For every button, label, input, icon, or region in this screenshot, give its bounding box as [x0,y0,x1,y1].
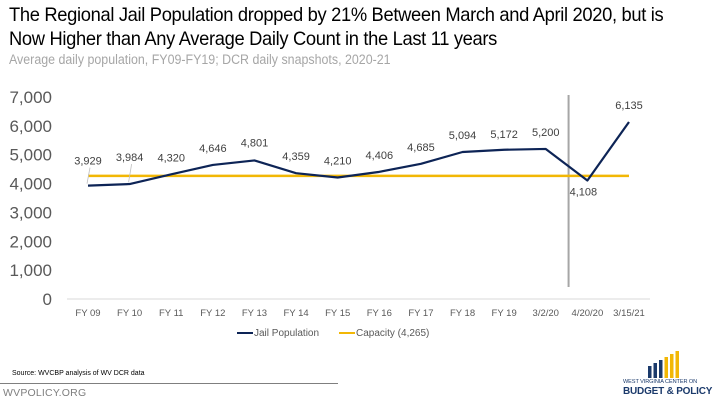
chart-title: The Regional Jail Population dropped by … [9,3,676,51]
data-label: 5,094 [449,130,477,142]
data-label: 5,172 [490,129,518,141]
legend-label-jail-population: Jail Population [254,328,319,339]
y-tick-label: 7,000 [9,88,52,107]
data-label: 4,685 [407,142,435,154]
data-label: 4,801 [241,137,269,149]
x-tick-label: FY 15 [325,308,350,319]
y-tick-label: 3,000 [9,203,52,222]
x-axis: FY 09 FY 10 FY 11 FY 12 FY 13 FY 14 FY 15 FY 16… [75,308,644,319]
x-tick-label: 3/2/20 [533,308,559,319]
y-tick-label: 2,000 [9,232,52,251]
logo-text-line2: BUDGET & POLICY [623,386,713,397]
x-tick-label: FY 12 [200,308,225,319]
data-label: 5,200 [532,127,560,139]
logo-text-line1: WEST VIRGINIA CENTER ON [623,379,698,385]
series-group [87,121,630,187]
chart-subtitle: Average daily population, FY09-FY19; DCR… [9,52,391,67]
data-label: 3,984 [116,152,144,164]
data-label-leader [128,163,133,183]
y-axis: 0 1,000 2,000 3,000 4,000 5,000 6,000 7,000 [9,88,52,309]
data-label-leader [86,167,91,184]
data-label: 4,646 [199,143,227,155]
x-tick-label: FY 09 [75,308,100,319]
x-tick-label: 4/20/20 [572,308,604,319]
y-tick-label: 4,000 [9,175,52,194]
data-label: 6,135 [615,100,643,112]
x-tick-label: FY 14 [283,308,308,319]
chart-title-line2: Now Higher than Any Average Daily Count … [9,28,498,50]
x-tick-label: FY 16 [367,308,392,319]
data-labels: 3,929 3,984 4,320 4,646 4,801 4,359 4,210 4,406… [74,100,643,198]
footer-divider [0,383,338,384]
data-label: 3,929 [74,156,102,168]
x-tick-label: FY 18 [450,308,475,319]
footer-website: WVPOLICY.ORG [3,387,87,399]
series-line-jail-population [87,121,630,187]
y-tick-label: 5,000 [9,146,52,165]
data-label: 4,320 [157,152,185,164]
x-tick-label: FY 13 [242,308,267,319]
y-tick-label: 6,000 [9,117,52,136]
x-tick-label: FY 19 [492,308,517,319]
x-tick-label: FY 17 [408,308,433,319]
x-tick-label: FY 10 [117,308,142,319]
y-tick-label: 0 [43,290,52,309]
y-tick-label: 1,000 [9,261,52,280]
x-tick-label: FY 11 [159,308,183,319]
x-tick-label: 3/15/21 [613,308,645,319]
source-note: Source: WVCBP analysis of WV DCR data [12,370,145,377]
logo-bars-icon [648,351,679,378]
data-label: 4,406 [366,150,394,162]
wvcbp-logo: WEST VIRGINIA CENTER ON BUDGET & POLICY [620,350,712,400]
chart-legend: Jail Population Capacity (4,265) [237,328,429,339]
data-label: 4,108 [570,186,598,198]
data-label: 4,210 [324,156,352,168]
legend-label-capacity: Capacity (4,265) [356,328,429,339]
chart-title-line1: The Regional Jail Population dropped by … [9,4,664,26]
data-label: 4,359 [282,151,310,163]
